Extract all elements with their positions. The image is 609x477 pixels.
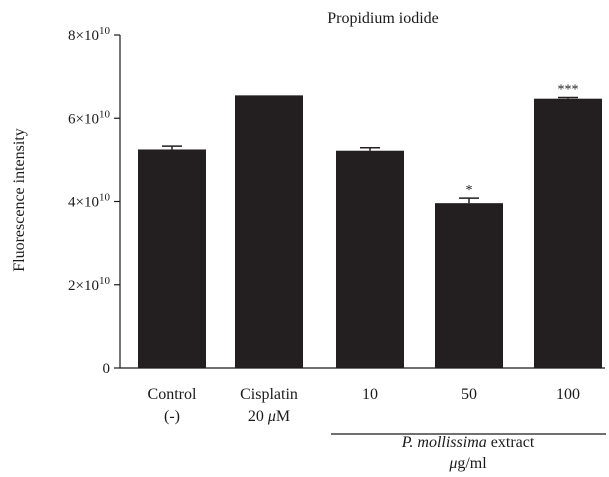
group-annotation: P. mollissima extract μg/ml xyxy=(331,433,606,472)
bar xyxy=(138,149,206,368)
x-tick-label-line2: 20 μM xyxy=(248,408,290,425)
bar xyxy=(235,95,303,368)
x-tick-label: Cisplatin xyxy=(240,386,298,403)
significance-marker: * xyxy=(466,183,473,198)
group-unit-label: μg/ml xyxy=(448,455,487,472)
y-tick-label: 8×1010 xyxy=(68,25,110,44)
y-tick-label: 6×1010 xyxy=(68,108,110,127)
y-tick-label: 4×1010 xyxy=(68,192,110,211)
bar xyxy=(435,203,503,368)
x-tick-label: Control xyxy=(148,386,197,403)
y-axis-label: Fluorescence intensity xyxy=(11,128,28,272)
x-tick-label: 10 xyxy=(362,386,378,403)
x-tick-label-line2: (-) xyxy=(164,408,180,425)
y-axis: 0 2×1010 4×1010 6×1010 8×1010 xyxy=(68,25,121,377)
bar xyxy=(336,150,404,368)
bar xyxy=(534,98,602,368)
plot-area: **** xyxy=(138,82,602,368)
y-tick-label: 2×1010 xyxy=(68,275,110,294)
x-tick-label: 100 xyxy=(556,386,580,403)
x-tick-label: 50 xyxy=(461,386,477,403)
group-label: P. mollissima extract xyxy=(401,434,535,451)
y-tick-label: 0 xyxy=(103,361,111,377)
significance-marker: *** xyxy=(558,82,579,97)
x-axis: Control (-) Cisplatin 20 μM 10 50 100 xyxy=(120,367,605,425)
chart-title: Propidium iodide xyxy=(327,10,439,27)
